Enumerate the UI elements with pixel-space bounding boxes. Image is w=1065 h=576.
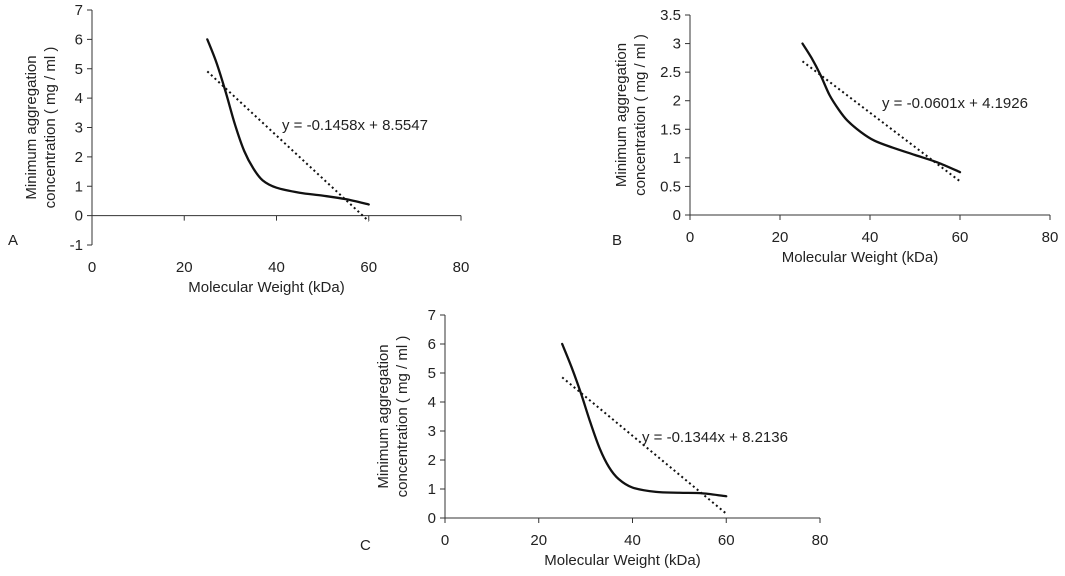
y-axis-title-line: concentration ( mg / ml ) xyxy=(42,47,59,209)
x-tick-label: 0 xyxy=(686,229,694,246)
y-tick-label: 2 xyxy=(75,149,83,166)
panel-label-c: C xyxy=(360,537,371,554)
x-tick-label: 80 xyxy=(1042,229,1059,246)
y-tick-label: 7 xyxy=(428,307,436,324)
y-tick-label: 3 xyxy=(75,120,83,137)
x-axis-title: Molecular Weight (kDa) xyxy=(544,552,700,569)
panel-label-a: A xyxy=(8,232,18,249)
observed-series-line xyxy=(206,38,370,206)
y-tick-label: 1.5 xyxy=(660,121,681,138)
trendline-equation: y = -0.0601x + 4.1926 xyxy=(882,95,1028,112)
y-tick-label: 1 xyxy=(75,178,83,195)
y-tick-label: 3.5 xyxy=(660,7,681,24)
x-axis-title: Molecular Weight (kDa) xyxy=(188,279,344,296)
y-tick-label: 0 xyxy=(428,510,436,527)
x-tick-label: 60 xyxy=(952,229,969,246)
x-tick-label: 20 xyxy=(772,229,789,246)
x-tick-label: 40 xyxy=(862,229,879,246)
y-axis-title-line: Minimum aggregation xyxy=(375,344,392,488)
y-tick-label: 4 xyxy=(428,394,436,411)
y-tick-label: 7 xyxy=(75,2,83,19)
y-tick-label: 3 xyxy=(428,423,436,440)
trendline-series xyxy=(206,70,370,222)
trendline-series xyxy=(801,60,961,183)
observed-series-line xyxy=(561,342,728,498)
y-tick-label: 2.5 xyxy=(660,64,681,81)
trendline-equation: y = -0.1458x + 8.5547 xyxy=(282,117,428,134)
x-tick-label: 80 xyxy=(812,532,829,549)
x-axis-title: Molecular Weight (kDa) xyxy=(782,249,938,266)
x-tick-label: 0 xyxy=(88,259,96,276)
y-axis-title-line: Minimum aggregation xyxy=(23,55,40,199)
trendline-series xyxy=(561,376,727,515)
y-axis-title-line: concentration ( mg / ml ) xyxy=(632,34,649,196)
y-axis-title-line: Minimum aggregation xyxy=(613,43,630,187)
y-tick-label: 1 xyxy=(428,481,436,498)
y-tick-label: 1 xyxy=(673,150,681,167)
x-tick-label: 80 xyxy=(453,259,470,276)
y-tick-label: 5 xyxy=(75,61,83,78)
x-tick-label: 60 xyxy=(718,532,735,549)
trendline-equation: y = -0.1344x + 8.2136 xyxy=(642,429,788,446)
y-tick-label: 2 xyxy=(428,452,436,469)
x-tick-label: 40 xyxy=(624,532,641,549)
chart-panel-a: -1 0 1 2 3 4 5 6 7 0 20 40 60 80 y = -0.1458x + 8.5547… xyxy=(8,2,469,296)
y-axis-title: Minimum aggregation concentration ( mg / … xyxy=(23,47,59,209)
chart-panel-b: 0 0.5 1 1.5 2 2.5 3 3.5 0 20 40 60 80 y = -0.0601x + … xyxy=(612,7,1058,266)
y-tick-label: 6 xyxy=(75,31,83,48)
x-tick-label: 40 xyxy=(268,259,285,276)
y-axis-title-line: concentration ( mg / ml ) xyxy=(394,336,411,498)
y-tick-label: 5 xyxy=(428,365,436,382)
y-tick-label: 6 xyxy=(428,336,436,353)
y-tick-label: 3 xyxy=(673,36,681,53)
y-tick-label: -1 xyxy=(70,237,83,254)
x-tick-label: 0 xyxy=(441,532,449,549)
chart-panel-c: 0 1 2 3 4 5 6 7 0 20 40 60 80 y = -0.1344x + 8.2136 Mo… xyxy=(360,307,828,569)
y-tick-label: 0.5 xyxy=(660,178,681,195)
x-tick-label: 60 xyxy=(360,259,377,276)
y-tick-label: 0 xyxy=(673,207,681,224)
x-tick-label: 20 xyxy=(530,532,547,549)
y-tick-label: 2 xyxy=(673,93,681,110)
x-tick-label: 20 xyxy=(176,259,193,276)
y-axis-title: Minimum aggregation concentration ( mg / … xyxy=(375,336,411,498)
panel-label-b: B xyxy=(612,232,622,249)
y-axis-title: Minimum aggregation concentration ( mg / … xyxy=(613,34,649,196)
y-tick-label: 4 xyxy=(75,90,83,107)
y-tick-label: 0 xyxy=(75,208,83,225)
